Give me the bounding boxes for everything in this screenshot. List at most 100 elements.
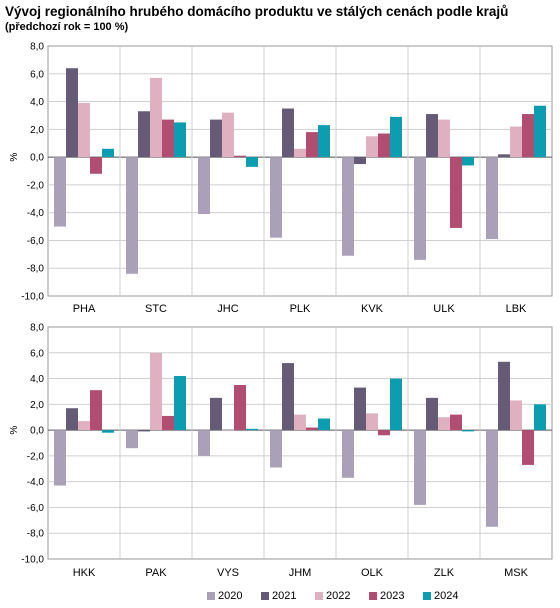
bar-2024-stc: [174, 122, 186, 158]
legend-swatch-2023: [369, 592, 377, 600]
y-tick-label: 6,0: [30, 348, 44, 359]
category-label-jhc: JHC: [217, 303, 238, 315]
bar-2024-pha: [102, 148, 114, 158]
legend-swatch-2020: [207, 592, 215, 600]
bar-2020-msk: [486, 430, 498, 527]
bar-2021-msk: [498, 361, 510, 431]
bar-2020-plk: [270, 157, 282, 238]
bar-2023-ulk: [450, 157, 462, 228]
bar-2023-olk: [378, 430, 390, 436]
y-tick-label: -6,0: [27, 236, 45, 247]
bar-2021-vys: [210, 397, 222, 431]
y-tick-label: -2,0: [27, 180, 45, 191]
bar-2020-pak: [126, 430, 138, 449]
bar-2020-jhc: [198, 157, 210, 215]
category-label-kvk: KVK: [361, 303, 384, 315]
bar-2024-jhm: [318, 418, 330, 431]
y-tick-label: -8,0: [27, 529, 45, 540]
bar-2021-olk: [354, 387, 366, 431]
y-axis-label: %: [9, 426, 20, 435]
bar-2022-jhm: [294, 414, 306, 431]
y-tick-label: -10,0: [21, 292, 44, 303]
y-tick-label: 6,0: [30, 69, 44, 80]
bar-2024-plk: [318, 125, 330, 158]
bar-2022-zlk: [438, 417, 450, 431]
legend-label-2020: 2020: [218, 590, 242, 602]
bar-2020-kvk: [342, 157, 354, 256]
bar-2024-hkk: [102, 430, 114, 433]
bar-2020-ulk: [414, 157, 426, 260]
y-tick-label: -10,0: [21, 555, 44, 566]
bar-2024-lbk: [534, 105, 546, 158]
bar-2023-vys: [234, 385, 246, 431]
bar-2020-pha: [54, 157, 66, 227]
legend-label-2023: 2023: [380, 590, 404, 602]
bar-2024-pak: [174, 375, 186, 431]
plot-frame: [47, 326, 553, 560]
category-label-hkk: HKK: [73, 567, 96, 579]
y-tick-label: 4,0: [30, 97, 44, 108]
bar-2022-lbk: [510, 126, 522, 158]
y-tick-label: -6,0: [27, 503, 45, 514]
legend-swatch-2021: [261, 592, 269, 600]
category-label-ulk: ULK: [433, 303, 455, 315]
bar-2021-ulk: [426, 114, 438, 158]
y-tick-label: 8,0: [30, 323, 44, 334]
bar-2022-pha: [78, 102, 90, 158]
bar-2021-zlk: [426, 397, 438, 431]
bar-2024-vys: [246, 428, 258, 431]
y-tick-label: 0,0: [30, 153, 44, 164]
bar-2020-jhm: [270, 430, 282, 468]
bar-2021-jhc: [210, 119, 222, 158]
bar-2020-lbk: [486, 157, 498, 240]
y-tick-label: -4,0: [27, 477, 45, 488]
category-label-vys: VYS: [217, 567, 239, 579]
bar-2023-jhc: [234, 155, 246, 158]
legend-swatch-2024: [423, 592, 431, 600]
legend-label-2022: 2022: [326, 590, 350, 602]
bar-2022-kvk: [366, 136, 378, 158]
bar-2023-hkk: [90, 390, 102, 431]
bar-2024-jhc: [246, 157, 258, 167]
bar-2023-msk: [522, 430, 534, 465]
legend: 2020 2021 2022 2023 2024: [207, 590, 458, 602]
category-label-lbk: LBK: [506, 303, 527, 315]
y-tick-label: -8,0: [27, 264, 45, 275]
bar-2020-vys: [198, 430, 210, 456]
bar-2023-pak: [162, 415, 174, 431]
category-label-plk: PLK: [290, 303, 311, 315]
bar-2020-stc: [126, 157, 138, 274]
bar-2022-msk: [510, 400, 522, 431]
bar-2022-vys: [222, 430, 234, 431]
bar-2024-msk: [534, 404, 546, 431]
bar-2020-olk: [342, 430, 354, 478]
bar-2023-jhm: [306, 427, 318, 431]
category-label-olk: OLK: [361, 567, 384, 579]
bar-2023-pha: [90, 157, 102, 174]
legend-label-2021: 2021: [272, 590, 296, 602]
legend-swatch-2022: [315, 592, 323, 600]
y-axis-label: %: [9, 153, 20, 162]
bar-2023-stc: [162, 119, 174, 158]
category-label-msk: MSK: [504, 567, 529, 579]
bar-2021-pha: [66, 68, 78, 158]
legend-label-2024: 2024: [434, 590, 458, 602]
bar-2022-plk: [294, 148, 306, 158]
bar-2021-plk: [282, 108, 294, 158]
bar-2021-stc: [138, 111, 150, 158]
bar-2022-stc: [150, 77, 162, 158]
bar-2021-jhm: [282, 363, 294, 431]
bar-2024-kvk: [390, 116, 402, 158]
bar-2021-lbk: [498, 154, 510, 158]
chart-panel-1: 8,0 6,0 4,0 2,0 0,0 -2,0 -4,0 -6,0 -8,0 -10,0% PHA…: [9, 42, 553, 315]
chart-panel-2: 8,0 6,0 4,0 2,0 0,0 -2,0 -4,0 -6,0 -8,0 -10,0% HKK…: [9, 323, 553, 579]
bar-2023-lbk: [522, 114, 534, 158]
chart-title: Vývoj regionálního hrubého domácího prod…: [5, 4, 509, 19]
bar-2021-hkk: [66, 408, 78, 431]
bar-2020-zlk: [414, 430, 426, 505]
bar-2024-zlk: [462, 430, 474, 432]
chart-subtitle: (předchozí rok = 100 %): [5, 21, 129, 33]
y-tick-label: 8,0: [30, 42, 44, 53]
bar-2023-kvk: [378, 133, 390, 158]
